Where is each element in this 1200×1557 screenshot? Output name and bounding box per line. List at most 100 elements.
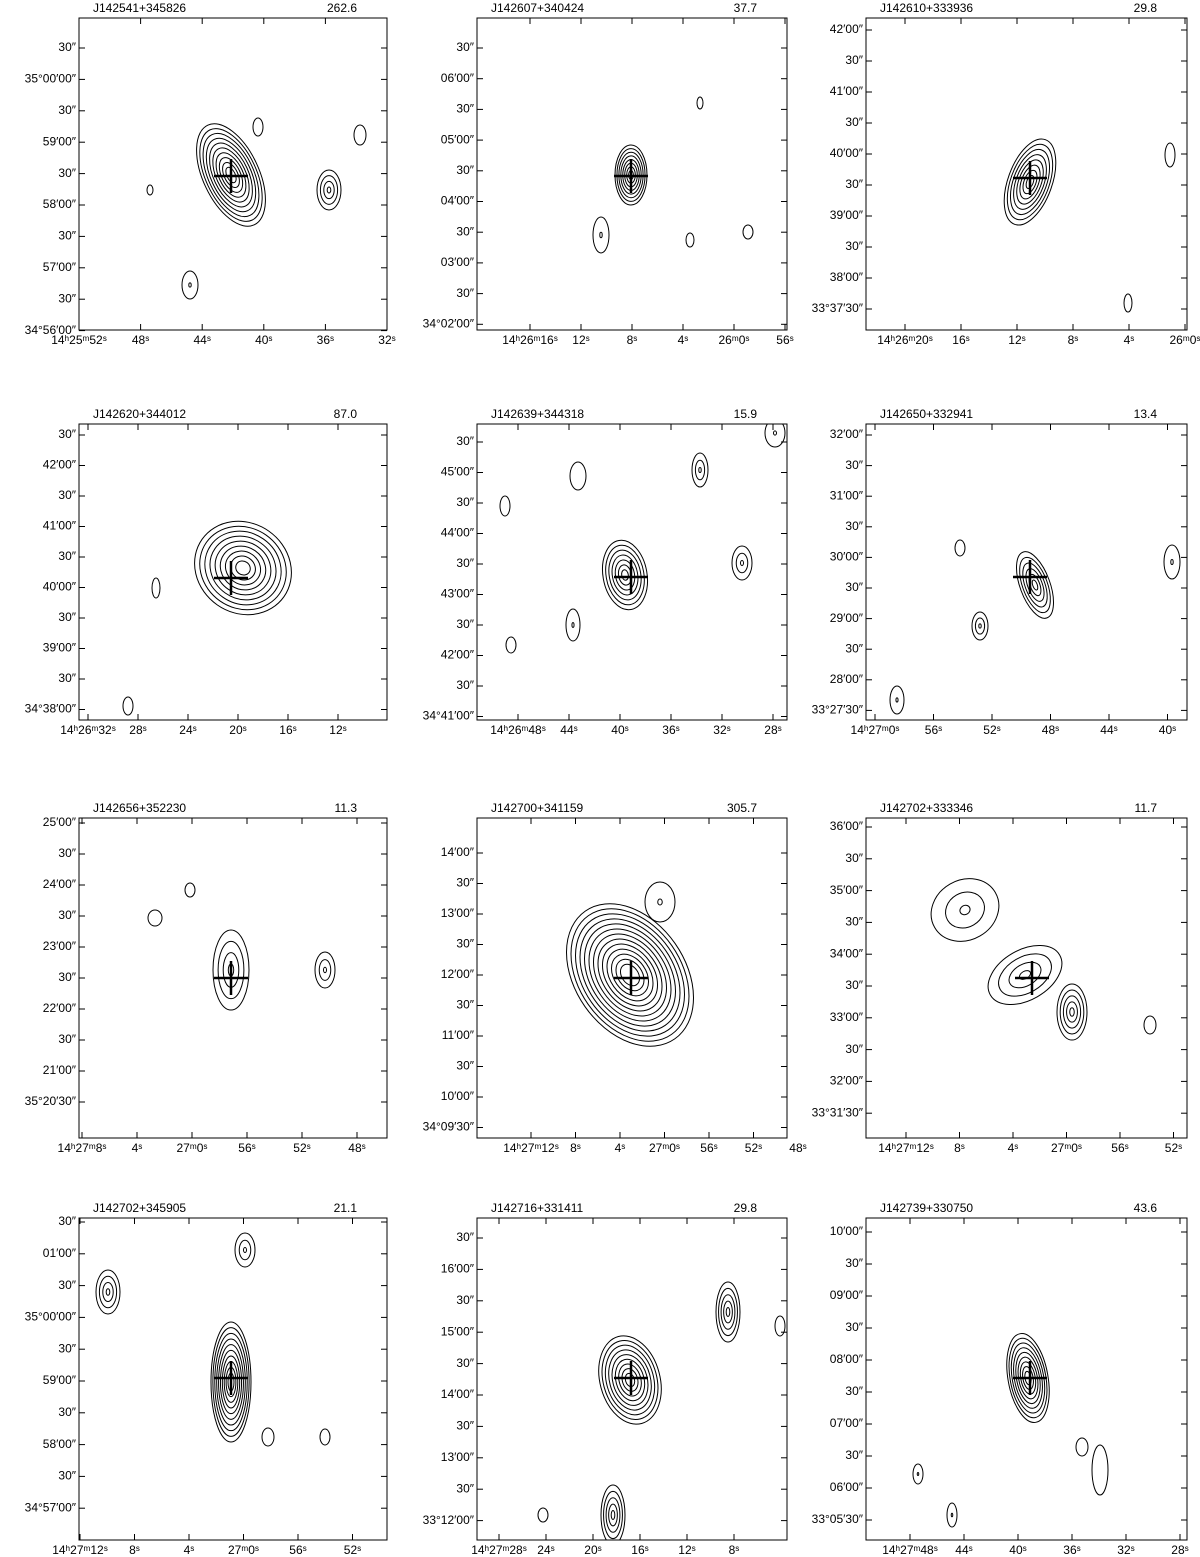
x-tick-label: 52ˢ	[1165, 1141, 1182, 1155]
y-tick-label: 30″	[456, 224, 474, 238]
panel-flux: 43.6	[1134, 1201, 1158, 1215]
y-tick-label: 30″	[456, 556, 474, 570]
contour	[324, 967, 327, 972]
panel: J142739+33075043.610′00″30″09′00″30″08′0…	[812, 1201, 1189, 1557]
x-tick-label: 12ˢ	[329, 723, 346, 737]
y-tick-label: 35°00′00″	[25, 1310, 77, 1324]
panel-name: J142700+341159	[491, 801, 584, 815]
y-tick-label: 30″	[845, 239, 863, 253]
y-tick-label: 33°31′30″	[812, 1105, 864, 1119]
y-tick-label: 30″	[845, 978, 863, 992]
y-tick-label: 21′00″	[43, 1063, 77, 1077]
y-tick-label: 34°57′00″	[25, 1500, 77, 1514]
contour	[913, 1464, 923, 1484]
panel-name: J142656+352230	[93, 801, 186, 815]
contour	[185, 883, 195, 897]
contour	[506, 637, 516, 653]
panel: J142702+34590521.130″01′00″30″35°00′00″3…	[25, 1201, 387, 1557]
panel-flux: 13.4	[1134, 407, 1158, 421]
x-tick-label: 28ˢ	[129, 723, 146, 737]
y-tick-label: 40′00″	[43, 580, 77, 594]
x-tick-label: 52ˢ	[293, 1141, 310, 1155]
x-tick-label: 4ˢ	[132, 1141, 143, 1155]
y-tick-label: 30″	[58, 970, 76, 984]
x-tick-label: 14ʰ27ᵐ48ˢ	[882, 1543, 938, 1557]
x-tick-label: 56ˢ	[700, 1141, 717, 1155]
y-tick-label: 30″	[58, 1341, 76, 1355]
y-tick-label: 59′00″	[43, 134, 77, 148]
y-tick-label: 30″	[58, 427, 76, 441]
y-tick-label: 30″	[456, 102, 474, 116]
y-tick-label: 30″	[58, 1032, 76, 1046]
panel-flux: 262.6	[327, 1, 357, 15]
contour	[765, 419, 785, 447]
contour	[1009, 547, 1061, 623]
contours	[538, 1282, 785, 1545]
contour	[106, 1289, 110, 1296]
contour	[253, 118, 263, 136]
y-tick-label: 30″	[456, 1059, 474, 1073]
contour	[1018, 969, 1032, 981]
contour	[239, 1240, 251, 1260]
y-tick-label: 39′00″	[830, 208, 864, 222]
y-tick-label: 06′00″	[441, 71, 475, 85]
y-tick-label: 33°05′30″	[812, 1512, 864, 1526]
y-tick-label: 30″	[456, 163, 474, 177]
y-tick-label: 30″	[845, 1042, 863, 1056]
x-tick-label: 44ˢ	[955, 1543, 972, 1557]
y-tick-label: 41′00″	[43, 519, 77, 533]
y-tick-label: 42′00″	[830, 22, 864, 36]
x-tick-label: 16ˢ	[279, 723, 296, 737]
y-tick-label: 14′00″	[441, 1387, 475, 1401]
contour	[979, 624, 981, 628]
x-tick-label: 28ˢ	[1171, 1543, 1188, 1557]
panel-frame	[79, 424, 387, 720]
y-tick-label: 30″	[456, 434, 474, 448]
contour	[183, 509, 302, 626]
contour	[896, 698, 898, 702]
x-tick-label: 14ʰ27ᵐ8ˢ	[58, 1141, 107, 1155]
y-tick-label: 10′00″	[441, 1089, 475, 1103]
y-tick-label: 05′00″	[441, 132, 475, 146]
y-tick-label: 30″	[456, 40, 474, 54]
y-tick-label: 30″	[456, 876, 474, 890]
x-tick-label: 14ʰ26ᵐ32ˢ	[60, 723, 116, 737]
contour	[205, 530, 282, 605]
y-tick-label: 30″	[58, 1214, 76, 1228]
contour	[621, 569, 629, 580]
y-tick-label: 30″	[58, 166, 76, 180]
contour	[572, 623, 574, 628]
x-tick-label: 36ˢ	[662, 723, 679, 737]
x-tick-label: 44ˢ	[193, 333, 210, 347]
contour	[775, 1316, 785, 1336]
contours	[123, 502, 310, 715]
contour	[570, 462, 586, 490]
panel-name: J142739+330750	[880, 1201, 973, 1215]
contour	[1164, 545, 1180, 579]
x-tick-label: 8ˢ	[954, 1141, 965, 1155]
y-tick-label: 40′00″	[830, 146, 864, 160]
contours	[920, 867, 1156, 1040]
contour	[611, 1511, 615, 1520]
contour	[658, 899, 663, 905]
y-tick-label: 30″	[845, 1320, 863, 1334]
y-tick-label: 45′00″	[441, 465, 475, 479]
contour	[1171, 559, 1173, 564]
contour	[538, 1508, 548, 1522]
contour	[262, 1428, 274, 1446]
contour	[1092, 1445, 1108, 1495]
panel-flux: 305.7	[727, 801, 757, 815]
y-tick-label: 30″	[58, 908, 76, 922]
x-tick-label: 52ˢ	[745, 1141, 762, 1155]
y-tick-label: 33′00″	[830, 1010, 864, 1024]
y-tick-label: 30′00″	[830, 550, 864, 564]
contour	[99, 1276, 116, 1308]
contour	[743, 225, 753, 239]
x-tick-label: 48ˢ	[132, 333, 149, 347]
y-tick-label: 30″	[58, 103, 76, 117]
contour	[645, 882, 675, 922]
x-tick-label: 48ˢ	[1042, 723, 1059, 737]
contour	[1124, 294, 1132, 312]
x-tick-label: 12ˢ	[1008, 333, 1025, 347]
